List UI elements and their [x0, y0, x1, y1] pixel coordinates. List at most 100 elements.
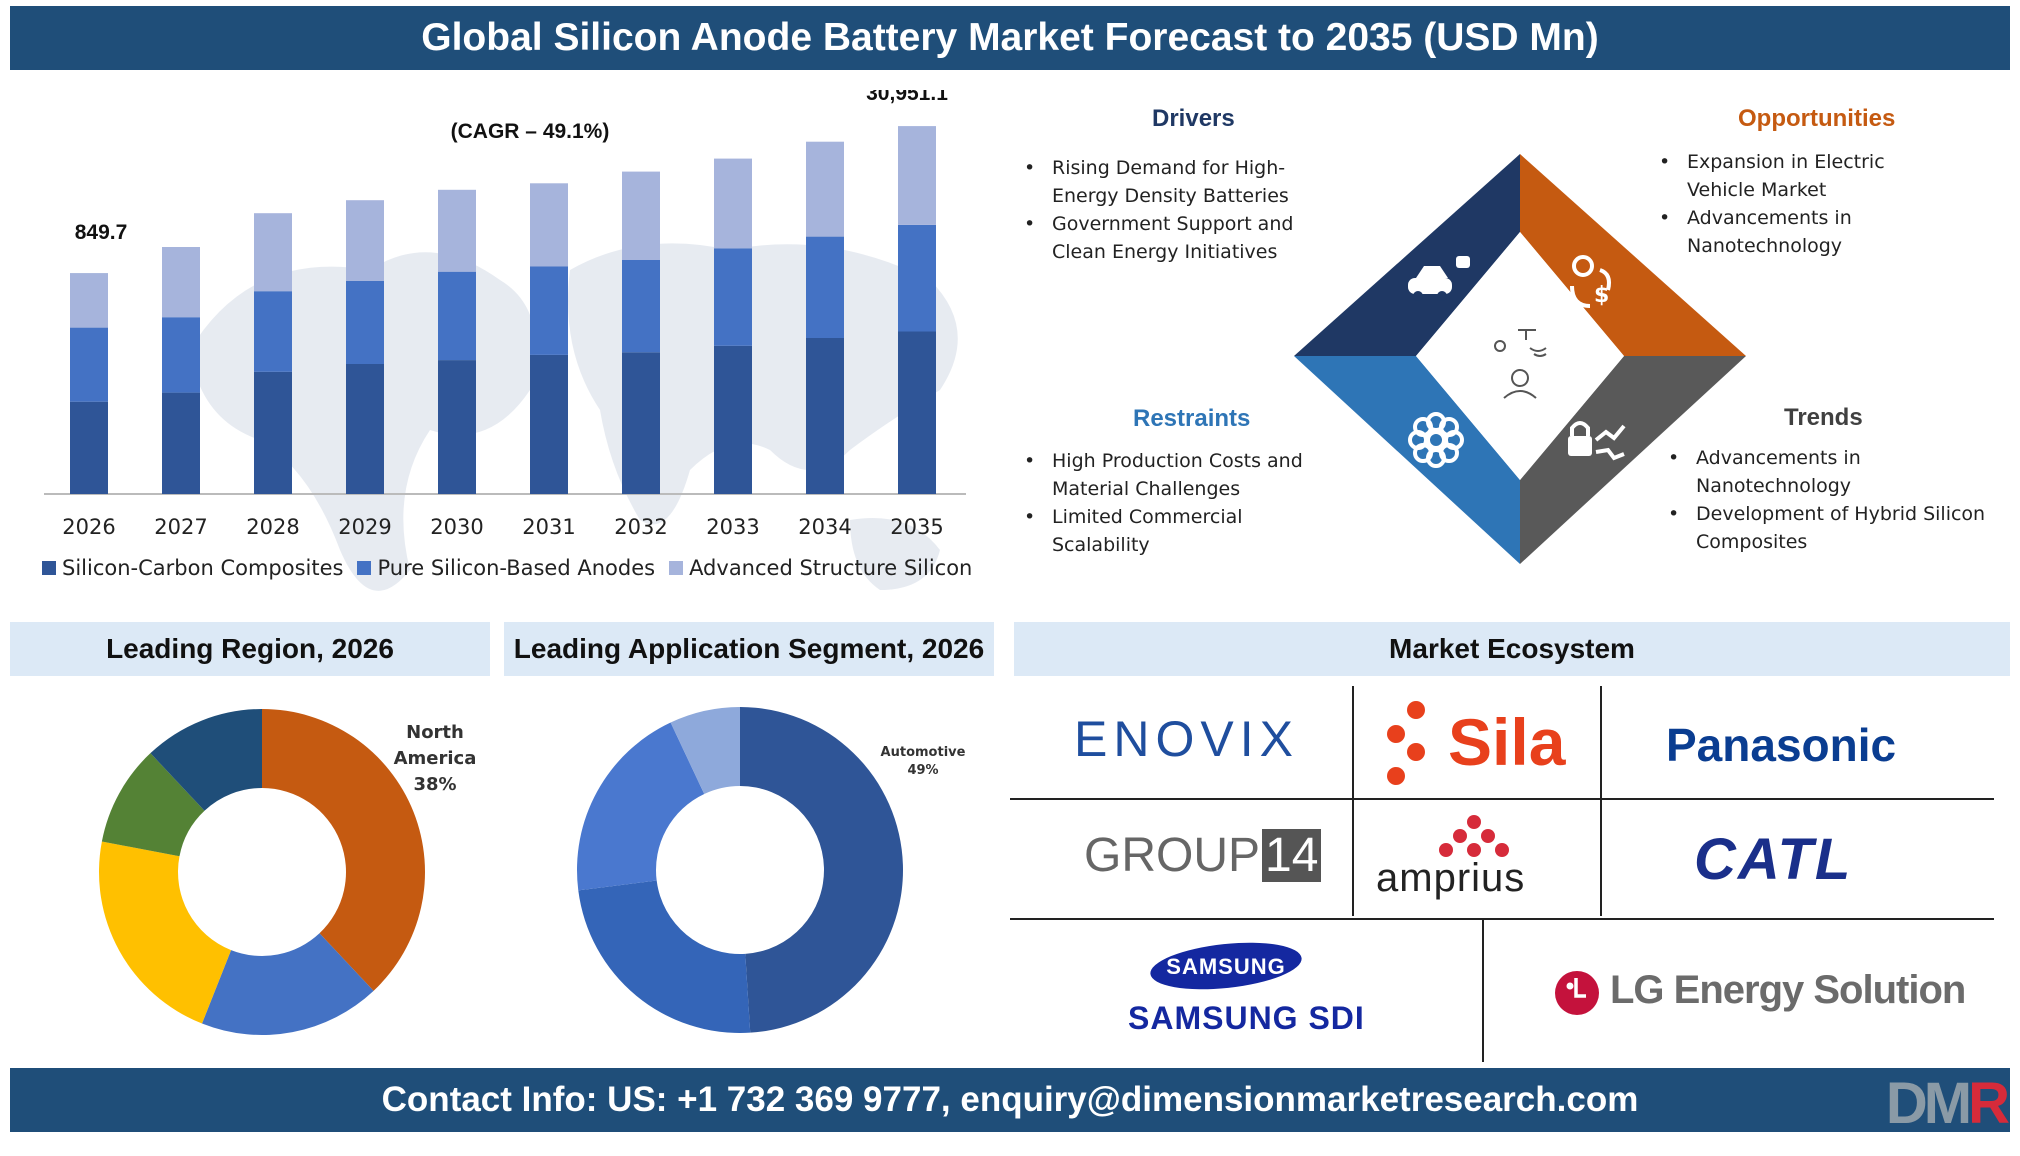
donut-slice-4 — [670, 707, 740, 794]
legend-label: Advanced Structure Silicon — [689, 556, 973, 580]
bar-segment-3 — [346, 200, 384, 281]
list-item: Government Support and Clean Energy Init… — [1022, 210, 1312, 266]
opportunities-title: Opportunities — [1738, 105, 1896, 132]
donut-slice-4 — [101, 753, 205, 857]
drivers-quadrant — [1294, 154, 1520, 356]
list-item: High Production Costs and Material Chall… — [1022, 447, 1342, 503]
region-donut-chart — [99, 709, 426, 1035]
bar-segment-3 — [162, 247, 200, 318]
region-callout-pct: 38% — [413, 774, 457, 795]
sila-logo: Sila — [1448, 705, 1566, 779]
dmr-logo: DMR — [1885, 1070, 2010, 1137]
svg-text:$: $ — [1594, 283, 1609, 308]
legend-label: Pure Silicon-Based Anodes — [377, 556, 656, 580]
legend-swatch — [42, 561, 56, 575]
bar-segment-2 — [254, 291, 292, 372]
restraints-quadrant — [1294, 356, 1520, 564]
sila-dots-icon — [1387, 701, 1425, 785]
x-tick-label: 2035 — [890, 515, 943, 539]
legend-item: Silicon-Carbon Composites — [42, 556, 343, 580]
cagr-annotation: (CAGR – 49.1%) — [451, 120, 610, 143]
application-donut-chart — [577, 707, 903, 1033]
bar-segment-3 — [714, 158, 752, 249]
bar-segment-2 — [898, 224, 936, 332]
robot-car-icon — [1408, 256, 1470, 301]
person-icon — [1494, 329, 1547, 399]
application-callout-name: Automotive — [880, 745, 966, 760]
samsung-sdi-logo: SAMSUNG SDI — [1128, 1000, 1365, 1036]
gear-icon — [1408, 412, 1464, 468]
application-callout-pct: 49% — [907, 763, 939, 778]
drivers-title: Drivers — [1152, 105, 1235, 132]
list-item: Advancements in Nanotechnology — [1657, 204, 1957, 260]
ecosystem-section-header: Market Ecosystem — [1014, 622, 2010, 676]
region-callout: North America 38% — [390, 720, 480, 798]
donut-slice-3 — [577, 722, 705, 891]
samsung-oval: SAMSUNG — [1150, 942, 1302, 990]
x-tick-label: 2029 — [338, 515, 391, 539]
contact-footer: Contact Info: US: +1 732 369 9777, enqui… — [10, 1068, 2010, 1132]
dmr-logo-r: R — [1968, 1071, 2010, 1136]
bar-segment-3 — [530, 183, 568, 267]
bar-segment-1 — [346, 364, 384, 494]
grid-divider — [1010, 918, 1994, 920]
panasonic-logo: Panasonic — [1666, 719, 1897, 771]
restraints-title: Restraints — [1133, 405, 1251, 432]
list-item: Advancements in Nanotechnology — [1666, 444, 1996, 500]
bar-segment-3 — [438, 189, 476, 272]
samsung-oval-text: SAMSUNG — [1166, 954, 1285, 979]
lg-symbol-icon — [1555, 971, 1599, 1015]
x-tick-label: 2028 — [246, 515, 299, 539]
bar-segment-3 — [70, 273, 108, 328]
x-tick-label: 2034 — [798, 515, 851, 539]
application-section-header: Leading Application Segment, 2026 — [504, 622, 994, 676]
bar-segment-1 — [254, 371, 292, 494]
drivers-list: Rising Demand for High-Energy Density Ba… — [1022, 154, 1312, 266]
legend-item: Pure Silicon-Based Anodes — [357, 556, 655, 580]
dmr-logo-d: D — [1885, 1071, 1928, 1136]
bar-segment-2 — [530, 266, 568, 355]
bar-segment-1 — [70, 401, 108, 494]
grid-divider — [1352, 686, 1354, 916]
data-label-last: 30,951.1 — [866, 90, 948, 105]
bar-segment-1 — [622, 352, 660, 494]
lg-energy-solution-logo: LG Energy Solution — [1610, 968, 1966, 1012]
region-callout-name: North America — [393, 722, 477, 769]
x-tick-label: 2033 — [706, 515, 759, 539]
group14-logo: GROUP 14 — [1084, 828, 1322, 883]
donut-slice-1 — [740, 707, 903, 1033]
bar-segment-3 — [898, 126, 936, 225]
legend-label: Silicon-Carbon Composites — [62, 556, 344, 580]
donut-slice-5 — [150, 709, 262, 811]
market-dynamics-diamond: $ — [1294, 154, 1746, 564]
x-tick-label: 2031 — [522, 515, 575, 539]
region-section-header: Leading Region, 2026 — [10, 622, 490, 676]
donut-slice-1 — [262, 709, 426, 991]
donut-slice-2 — [201, 933, 374, 1035]
bar-segment-2 — [438, 271, 476, 361]
bar-legend: Silicon-Carbon Composites Pure Silicon-B… — [42, 556, 972, 580]
enovix-logo: ENOVIX — [1074, 711, 1299, 767]
trends-title: Trends — [1784, 404, 1863, 431]
opportunities-quadrant — [1520, 154, 1746, 356]
list-item: Development of Hybrid Silicon Composites — [1666, 500, 1996, 556]
bar-chart: 2026 849.7 2027 2028 2029 2030 2031 2032 2033 203… — [10, 90, 1010, 610]
donut-slice-2 — [578, 880, 751, 1033]
page-title: Global Silicon Anode Battery Market Fore… — [10, 6, 2010, 70]
x-tick-label: 2030 — [430, 515, 483, 539]
grid-divider — [1600, 686, 1602, 916]
data-label-first: 849.7 — [75, 221, 128, 244]
group14-logo-text: GROUP — [1084, 829, 1261, 882]
legend-swatch — [357, 561, 372, 575]
innovation-dollar-icon: $ — [1570, 255, 1611, 308]
dmr-logo-m: M — [1923, 1071, 1972, 1136]
bar-segment-2 — [714, 248, 752, 346]
bar-segment-1 — [438, 360, 476, 494]
bar-segment-2 — [346, 280, 384, 364]
lock-trend-icon — [1568, 421, 1626, 461]
bar-segment-3 — [622, 171, 660, 260]
application-callout: Automotive 49% — [878, 744, 968, 780]
bar-segment-3 — [806, 141, 844, 237]
x-tick-label: 2027 — [154, 515, 207, 539]
opportunities-list: Expansion in Electric Vehicle Market Adv… — [1657, 148, 1957, 260]
